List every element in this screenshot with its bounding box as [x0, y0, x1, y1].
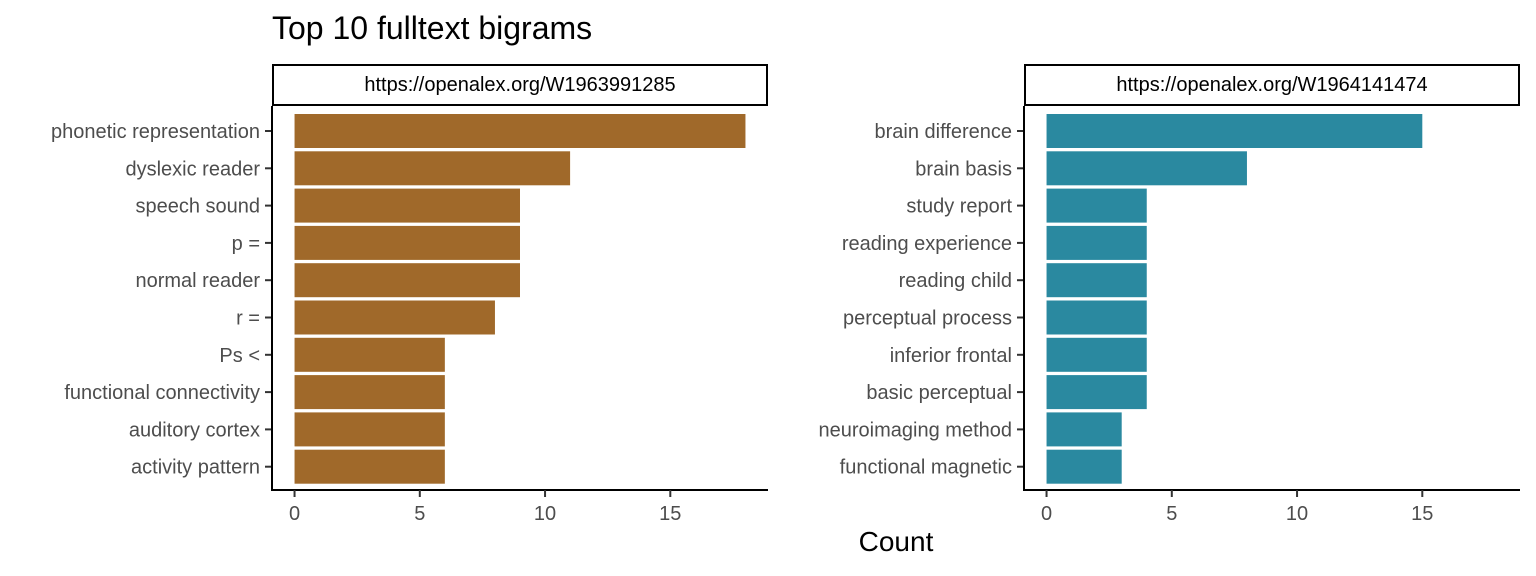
bar: [1046, 263, 1147, 298]
x-axis-label: Count: [858, 526, 934, 557]
bar: [1046, 114, 1423, 148]
y-tick-label: perceptual process: [843, 308, 1012, 330]
x-tick-label: 0: [289, 503, 300, 525]
bar: [294, 188, 520, 223]
y-tick-label: reading experience: [842, 233, 1012, 255]
y-tick-label: brain difference: [875, 121, 1013, 143]
bar: [294, 375, 445, 410]
bar: [294, 225, 520, 260]
y-tick-label: inferior frontal: [890, 345, 1012, 367]
y-tick-label: functional connectivity: [64, 382, 260, 404]
chart-title: Top 10 fulltext bigrams: [272, 10, 593, 46]
bar: [294, 449, 445, 484]
bar: [1046, 375, 1147, 410]
x-tick-label: 15: [659, 503, 681, 525]
bar: [1046, 151, 1247, 186]
y-tick-label: basic perceptual: [866, 382, 1012, 404]
bar: [294, 337, 445, 372]
y-tick-label: reading child: [899, 270, 1012, 292]
y-tick-label: brain basis: [915, 158, 1012, 180]
y-tick-label: neuroimaging method: [819, 419, 1012, 441]
y-tick-label: speech sound: [135, 196, 260, 218]
y-tick-label: phonetic representation: [51, 121, 260, 143]
bar: [294, 114, 746, 148]
bar: [1046, 300, 1147, 335]
bar: [1046, 337, 1147, 372]
bar: [294, 151, 571, 186]
y-tick-label: auditory cortex: [129, 419, 260, 441]
facet-strip-label: https://openalex.org/W1964141474: [1024, 64, 1520, 106]
bar: [294, 412, 445, 447]
y-tick-label: activity pattern: [131, 457, 260, 479]
bar: [294, 300, 495, 335]
y-tick-label: r =: [236, 308, 260, 330]
x-tick-label: 10: [1286, 503, 1308, 525]
bar: [1046, 225, 1147, 260]
y-tick-label: study report: [906, 196, 1012, 218]
y-tick-label: Ps <: [219, 345, 260, 367]
y-tick-label: functional magnetic: [840, 457, 1012, 479]
x-tick-label: 15: [1411, 503, 1433, 525]
y-tick-label: p =: [232, 233, 260, 255]
x-tick-label: 5: [1166, 503, 1177, 525]
x-tick-label: 10: [534, 503, 556, 525]
bar: [1046, 412, 1122, 447]
x-tick-label: 0: [1041, 503, 1052, 525]
bar: [1046, 188, 1147, 223]
x-tick-label: 5: [414, 503, 425, 525]
bar: [294, 263, 520, 298]
y-tick-label: normal reader: [135, 270, 260, 292]
bar: [1046, 449, 1122, 484]
facet-strip-label: https://openalex.org/W1963991285: [272, 64, 768, 106]
y-tick-label: dyslexic reader: [125, 158, 260, 180]
